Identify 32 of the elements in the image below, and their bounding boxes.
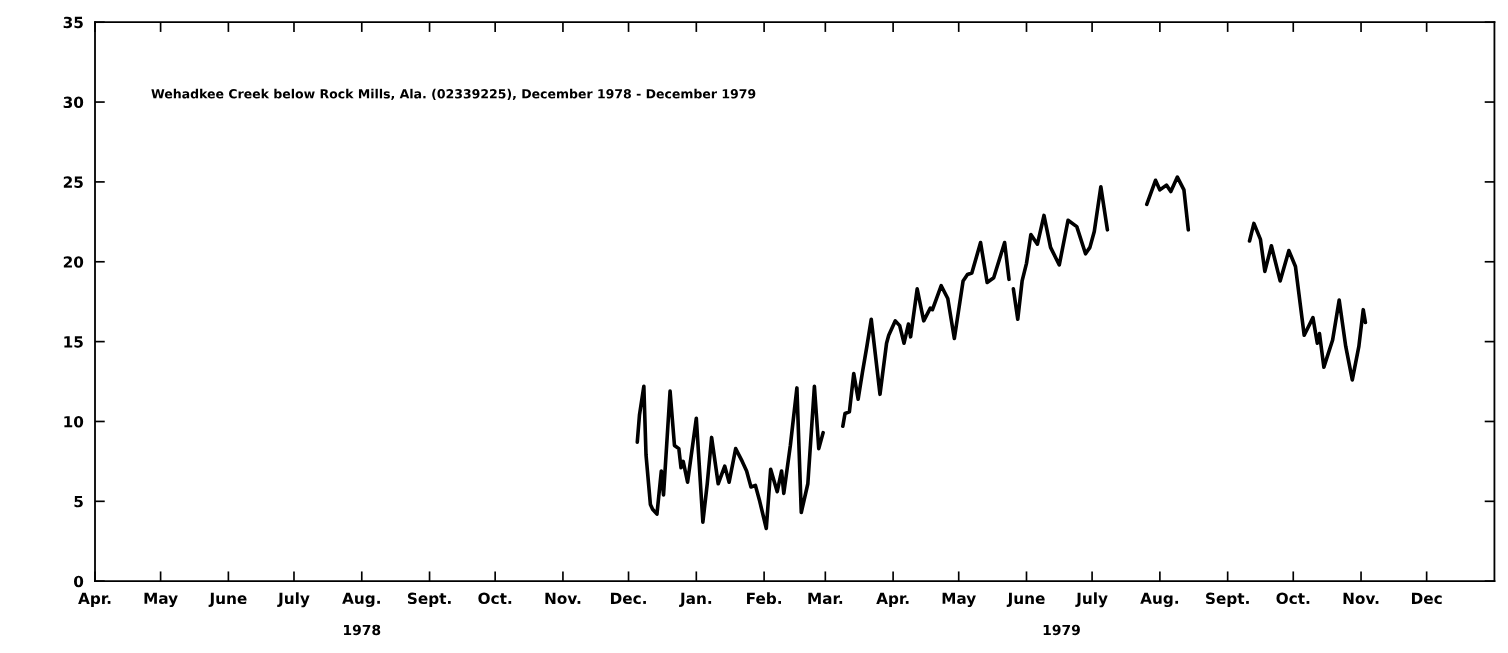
y-tick-label: 20 (63, 256, 84, 268)
x-tick-label: May (942, 592, 976, 608)
y-tick-label: 30 (63, 96, 84, 109)
x-tick-label: Oct. (478, 592, 512, 605)
x-tick-label: June (1006, 592, 1045, 607)
x-tick-label: Aug. (1140, 592, 1179, 608)
x-tick-label: Dec. (610, 592, 646, 605)
x-tick-label: Oct. (1276, 592, 1310, 605)
x-tick-label: Apr. (78, 592, 111, 608)
x-tick-label: June (208, 592, 247, 607)
text: 1978 (344, 624, 381, 636)
y-tick-label: 25 (63, 176, 83, 188)
x-tick-label: July (1075, 592, 1108, 608)
text: 1979 (1043, 624, 1080, 636)
x-tick-label: Apr. (876, 592, 909, 608)
x-tick-label: Aug. (342, 592, 380, 608)
y-tick-label: 10 (64, 415, 84, 428)
y-tick-label: 35 (63, 16, 83, 29)
x-tick-label: Nov. (1343, 592, 1379, 605)
x-tick-label: Feb. (747, 592, 782, 605)
x-tick-label: Nov. (545, 592, 581, 605)
y-tick-label: 5 (74, 495, 83, 508)
x-tick-label: Sept. (407, 592, 451, 608)
x-tick-label: Jan. (679, 592, 712, 607)
x-tick-label: Sept. (1206, 592, 1249, 608)
y-tick-label: 0 (73, 575, 84, 588)
y-tick-label: 15 (64, 336, 83, 348)
x-tick-label: Mar. (808, 592, 843, 605)
x-tick-label: Dec (1412, 592, 1442, 605)
x-tick-label: July (277, 592, 310, 608)
x-tick-label: May (144, 592, 178, 608)
text: Wehadkee Creek below Rock Mills, Ala. (02339225), December 1978 - December 1979 (151, 88, 756, 101)
